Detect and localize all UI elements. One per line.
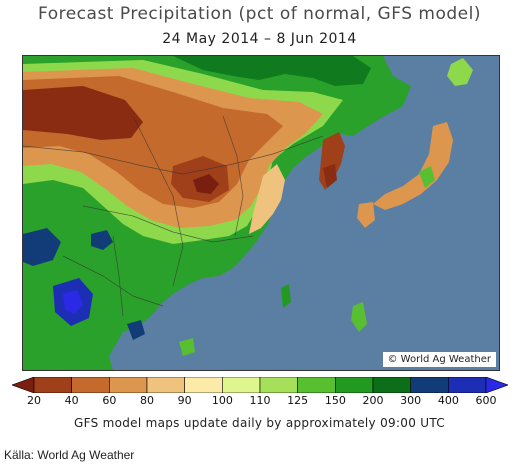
border-lines [23, 115, 324, 317]
scale-bin-12 [448, 377, 487, 393]
wet-spot-laos [91, 230, 113, 250]
map-credit: © World Ag Weather [382, 352, 496, 367]
wet-spot-myanmar [23, 228, 61, 266]
scale-bin-9 [335, 377, 374, 393]
wet-spot-vietnam [127, 320, 145, 340]
scale-tick-label: 100 [211, 394, 233, 407]
source-caption: Källa: World Ag Weather [4, 448, 135, 462]
scale-bin-13 [485, 377, 508, 393]
scale-bin-11 [410, 377, 449, 393]
scale-tick-label: 60 [102, 394, 117, 407]
scale-bin-5 [184, 377, 223, 393]
precipitation-map: © World Ag Weather [22, 55, 500, 371]
scale-tick-label: 125 [287, 394, 309, 407]
japan-kyushu [357, 202, 375, 228]
scale-tick-label: 20 [27, 394, 41, 407]
taiwan [281, 284, 291, 308]
scale-tick-label: 200 [362, 394, 384, 407]
japan-honshu [373, 122, 453, 210]
map-title: Forecast Precipitation (pct of normal, G… [38, 4, 481, 24]
scale-bin-1 [33, 377, 72, 393]
scale-tick-label: 110 [249, 394, 271, 407]
philippines [351, 302, 367, 332]
north-green [173, 56, 371, 86]
japan-hokkaido [447, 58, 473, 86]
scale-tick-label: 400 [437, 394, 459, 407]
scale-tick-label: 80 [140, 394, 154, 407]
wet-spot-core [63, 290, 83, 314]
scale-tick-label: 90 [177, 394, 192, 407]
scale-bin-7 [259, 377, 298, 393]
coastal-strip [249, 164, 285, 234]
scale-tick-label: 300 [400, 394, 422, 407]
scale-tick-label: 150 [324, 394, 346, 407]
color-scale-ticks: 20 40 60 80 90 100 110 125 150 200 300 400 600 [0, 394, 519, 408]
map-canvas [23, 56, 499, 370]
hainan [179, 338, 195, 356]
scale-bin-4 [146, 377, 185, 393]
date-range: 24 May 2014 – 8 Jun 2014 [162, 31, 357, 47]
scale-tick-label: 40 [64, 394, 79, 407]
japan-wet-spot [419, 166, 435, 188]
scale-bin-2 [71, 377, 110, 393]
scale-tick-label: 600 [475, 394, 497, 407]
scale-bin-10 [372, 377, 411, 393]
scale-bin-0 [12, 377, 35, 393]
scale-bin-6 [222, 377, 261, 393]
dry-region-dark [23, 86, 143, 140]
update-note: GFS model maps update daily by approxima… [74, 416, 445, 430]
scale-bin-8 [297, 377, 336, 393]
korea-south [323, 164, 337, 188]
scale-bin-3 [109, 377, 148, 393]
dry-core-inner [193, 174, 219, 194]
color-scale-bar [12, 377, 508, 393]
